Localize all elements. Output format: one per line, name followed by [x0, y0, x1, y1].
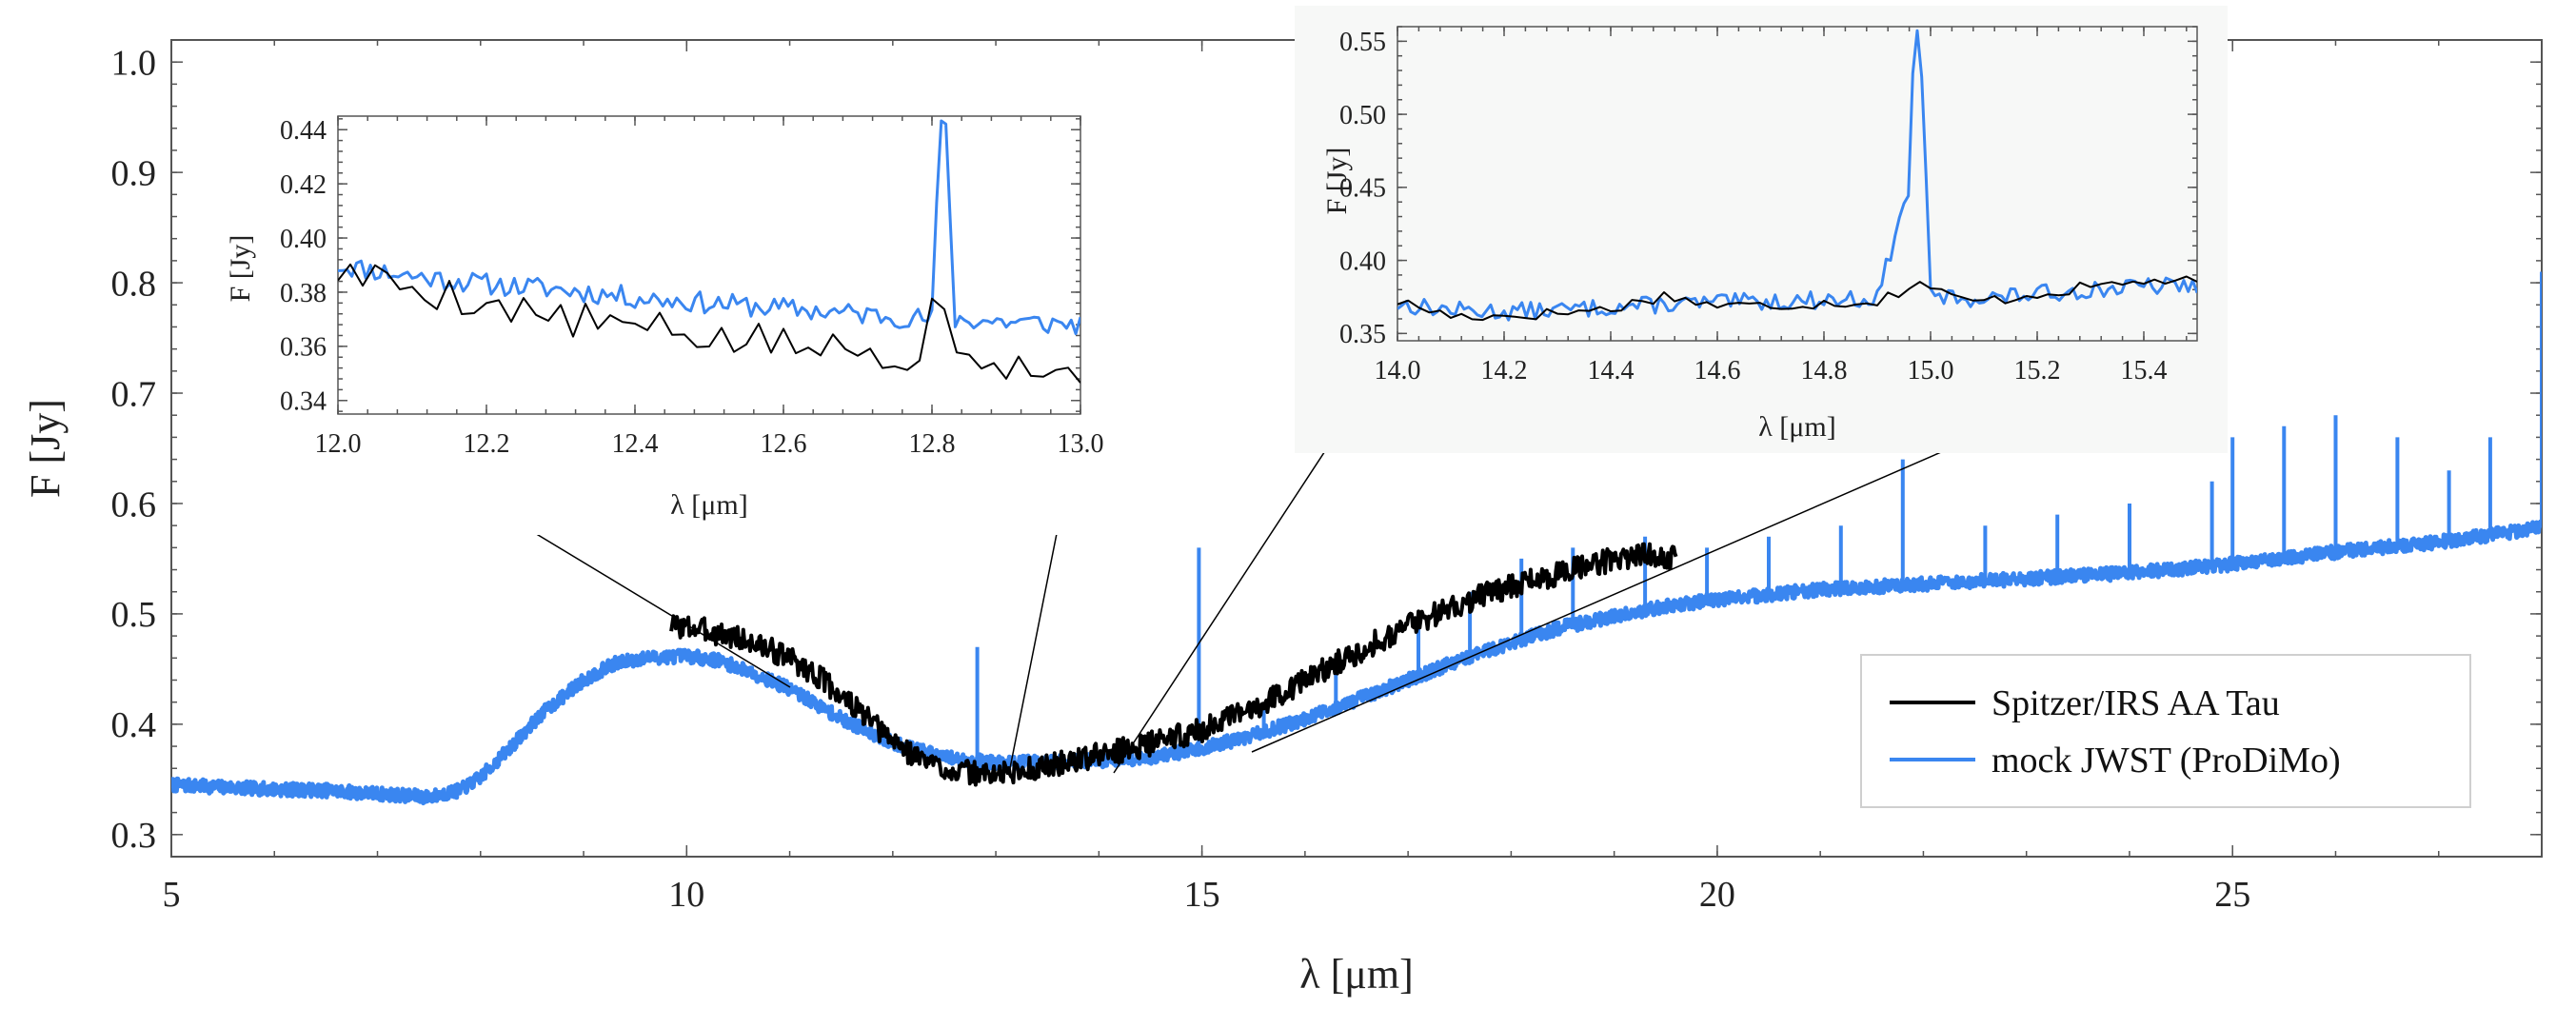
- inset-right: 14.0 14.2 14.4 14.6 14.8 15.0 15.2 15.4 …: [1295, 6, 2228, 453]
- inset-right-ticks: [1397, 26, 2197, 341]
- main-y-axis-title: F [Jy]: [22, 399, 69, 498]
- inset-right-y-tick-label: 0.35: [1339, 320, 1386, 349]
- main-x-tick-label: 20: [1699, 875, 1735, 915]
- main-y-tick-label: 1.0: [111, 44, 157, 84]
- main-x-tick-label: 25: [2214, 875, 2250, 915]
- inset-left-x-tick-labels: 12.0 12.2 12.4 12.6 12.8 13.0: [315, 429, 1104, 459]
- inset-left-x-tick-label: 12.8: [909, 429, 956, 459]
- main-x-tick-label: 15: [1184, 875, 1220, 915]
- inset-left-y-tick-label: 0.44: [280, 116, 327, 146]
- inset-left-ticks: [337, 116, 1081, 414]
- inset-right-series-spitzer-line: [1397, 275, 2197, 322]
- main-y-tick-label: 0.5: [111, 595, 157, 635]
- inset-right-y-tick-label: 0.55: [1339, 28, 1386, 57]
- inset-left-x-tick-label: 12.4: [612, 429, 659, 459]
- inset-left-series-spitzer-line: [338, 263, 1080, 384]
- inset-right-plot-area: [1397, 26, 2198, 342]
- main-y-tick-label: 0.6: [111, 484, 157, 524]
- inset-left-series-jwst-line: [338, 119, 1080, 336]
- inset-right-x-tick-label: 15.0: [1908, 356, 1954, 386]
- main-x-tick-label: 5: [163, 875, 181, 915]
- inset-left-y-tick-label: 0.38: [280, 279, 327, 308]
- inset-right-x-tick-label: 14.0: [1375, 356, 1421, 386]
- inset-left-x-axis-title: λ [μm]: [670, 489, 747, 521]
- legend: Spitzer/IRS AA Tau mock JWST (ProDiMo): [1860, 654, 2471, 808]
- inset-left-x-tick-label: 12.0: [315, 429, 362, 459]
- inset-right-x-tick-label: 15.2: [2014, 356, 2061, 386]
- inset-left-y-tick-label: 0.34: [280, 387, 327, 417]
- main-x-tick-labels: 5 10 15 20 25: [163, 875, 2251, 915]
- inset-right-x-axis-title: λ [μm]: [1758, 411, 1835, 443]
- inset-left-y-axis-title: F [Jy]: [225, 235, 256, 303]
- inset-right-x-tick-label: 14.8: [1801, 356, 1848, 386]
- main-y-tick-labels: 0.3 0.4 0.5 0.6 0.7 0.8 0.9 1.0: [111, 44, 157, 857]
- inset-left: 12.0 12.2 12.4 12.6 12.8 13.0 0.34 0.36 …: [225, 95, 1131, 535]
- main-series-jwst-line: [171, 519, 2542, 806]
- main-y-tick-label: 0.4: [111, 705, 157, 745]
- inset-left-x-tick-label: 12.6: [761, 429, 807, 459]
- inset-right-x-tick-label: 14.4: [1588, 356, 1635, 386]
- main-y-tick-label: 0.8: [111, 264, 157, 304]
- legend-box: [1860, 654, 2471, 808]
- main-x-axis-title: λ [μm]: [1299, 951, 1413, 998]
- legend-label-spitzer: Spitzer/IRS AA Tau: [1991, 683, 2280, 723]
- inset-right-y-axis-title: F [Jy]: [1321, 148, 1353, 215]
- inset-right-y-tick-label: 0.45: [1339, 174, 1386, 204]
- main-y-tick-label: 0.3: [111, 816, 157, 856]
- inset-right-y-tick-label: 0.50: [1339, 101, 1386, 130]
- inset-right-y-tick-labels: 0.35 0.40 0.45 0.50 0.55: [1339, 28, 1386, 349]
- inset-left-y-tick-label: 0.36: [280, 333, 327, 363]
- inset-left-y-tick-labels: 0.34 0.36 0.38 0.40 0.42 0.44: [280, 116, 327, 417]
- inset-left-plot-area: [337, 115, 1081, 415]
- main-x-tick-label: 10: [668, 875, 704, 915]
- inset-right-x-tick-label: 15.4: [2121, 356, 2168, 386]
- inset-left-y-tick-label: 0.42: [280, 170, 327, 200]
- main-series-spitzer-line: [669, 542, 1678, 787]
- inset-right-y-tick-label: 0.40: [1339, 247, 1386, 276]
- inset-right-x-tick-labels: 14.0 14.2 14.4 14.6 14.8 15.0 15.2 15.4: [1375, 356, 2168, 386]
- main-y-tick-label: 0.9: [111, 153, 157, 193]
- main-y-tick-label: 0.7: [111, 374, 157, 414]
- inset-left-x-tick-label: 13.0: [1058, 429, 1104, 459]
- inset-right-x-tick-label: 14.2: [1481, 356, 1528, 386]
- inset-left-x-tick-label: 12.2: [464, 429, 510, 459]
- main-ticks: [170, 39, 2543, 858]
- inset-right-x-tick-label: 14.6: [1694, 356, 1741, 386]
- inset-left-y-tick-label: 0.40: [280, 225, 327, 254]
- legend-label-jwst: mock JWST (ProDiMo): [1991, 741, 2341, 781]
